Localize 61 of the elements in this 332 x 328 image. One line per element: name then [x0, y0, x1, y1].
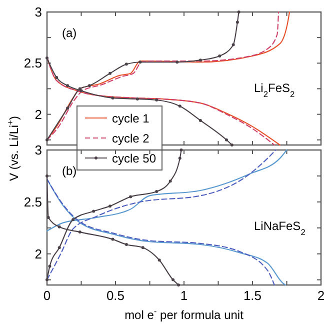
y-tick-label: 2: [34, 106, 42, 122]
x-axis-title: mol e$^{-}$ per formula unit: [124, 306, 244, 322]
point: [111, 238, 114, 241]
point: [168, 180, 172, 183]
point: [224, 138, 228, 142]
point: [92, 210, 96, 213]
y-tick-label: 3: [34, 4, 42, 20]
point: [178, 104, 182, 108]
legend-label: cycle 1: [112, 112, 150, 126]
point: [72, 218, 75, 222]
point: [55, 76, 58, 79]
x-tick-label: 1: [180, 288, 188, 303]
y-tick-label: 2: [34, 246, 42, 262]
legend-label: cycle 50: [112, 152, 156, 166]
point: [198, 118, 202, 122]
x-tick-label: 2: [317, 288, 325, 303]
annotation: (a): [62, 26, 77, 40]
y-tick-label: 2.5: [24, 56, 42, 71]
point: [66, 84, 70, 88]
point: [138, 60, 142, 64]
point: [155, 190, 158, 194]
annotation: Li$_{2}$FeS$_{2}$: [254, 81, 296, 99]
x-tick-label: 1.5: [243, 288, 262, 303]
point: [155, 98, 158, 102]
point: [46, 138, 48, 142]
point: [230, 144, 234, 146]
point: [111, 96, 114, 100]
point: [198, 58, 202, 62]
point: [78, 230, 82, 234]
point: [48, 264, 52, 268]
line-series: [46, 148, 183, 282]
point: [46, 56, 48, 60]
annotation: (b): [62, 164, 77, 178]
legend-label: cycle 2: [112, 132, 150, 146]
point: [58, 246, 61, 250]
point: [124, 62, 128, 66]
point: [237, 10, 240, 14]
point: [232, 43, 235, 46]
point: [108, 204, 112, 208]
y-tick-label: 3: [34, 142, 42, 158]
point: [180, 148, 183, 152]
point: [172, 278, 175, 282]
point: [236, 20, 239, 24]
x-tick-label: 0.5: [106, 288, 125, 303]
point: [58, 225, 61, 228]
point: [88, 84, 91, 88]
y-tick-label: 2.5: [24, 194, 42, 210]
point: [66, 106, 70, 110]
point: [46, 278, 48, 282]
annotation: LiNaFeS$_{2}$: [254, 219, 306, 237]
x-tick-label: 0: [43, 288, 51, 303]
point: [176, 60, 179, 64]
point: [124, 243, 128, 246]
point: [141, 246, 144, 250]
point: [129, 195, 132, 198]
point: [46, 174, 48, 178]
point: [108, 72, 112, 75]
point: [158, 258, 161, 262]
point: [178, 156, 182, 160]
point: [177, 284, 180, 286]
point: [218, 54, 222, 58]
